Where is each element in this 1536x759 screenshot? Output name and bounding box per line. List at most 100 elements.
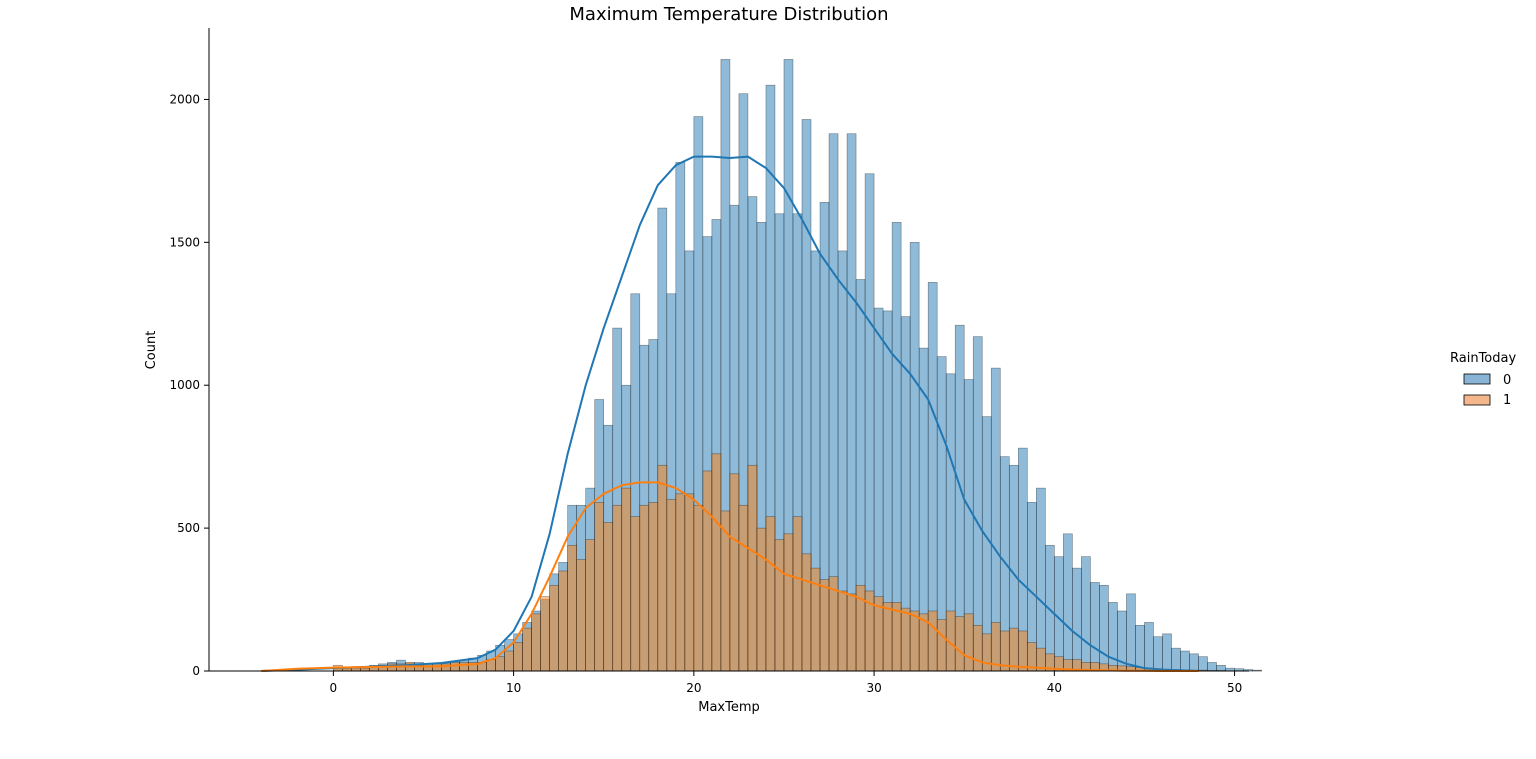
bar-series-1 [621, 487, 632, 672]
bar-series-0 [1198, 656, 1208, 672]
bar-series-0 [1135, 624, 1145, 672]
bar-series-1 [837, 590, 848, 672]
bar-series-1 [774, 539, 785, 672]
bar-series-1 [765, 516, 776, 672]
bar-series-1 [504, 650, 514, 672]
x-ticks: 0 10 20 30 40 50 [330, 671, 1242, 695]
x-tick-label: 30 [866, 681, 881, 695]
bar-series-1 [783, 533, 794, 672]
kde-layer [261, 155, 1199, 672]
x-tick-label: 0 [330, 681, 338, 695]
bar-series-1 [513, 642, 523, 672]
legend-label-0: 0 [1503, 373, 1511, 388]
x-tick-label: 10 [506, 681, 521, 695]
bar-series-1 [1017, 630, 1028, 672]
bar-series-0 [1126, 593, 1136, 672]
bar-series-1 [630, 516, 641, 672]
y-tick-label: 1000 [169, 378, 200, 392]
bar-series-1 [927, 610, 938, 672]
legend-swatch-1 [1463, 394, 1491, 406]
bar-series-1 [495, 656, 505, 672]
bar-series-1 [711, 453, 722, 672]
y-tick-label: 2000 [169, 92, 200, 106]
bar-series-1 [675, 493, 686, 672]
bar-series-0 [1063, 533, 1073, 672]
bar-series-1 [549, 584, 559, 672]
bars-layer [333, 59, 1262, 672]
bar-series-1 [882, 602, 893, 672]
bar-series-0 [846, 133, 857, 672]
chart-title: Maximum Temperature Distribution [569, 4, 888, 25]
bar-series-1 [657, 464, 668, 672]
bar-series-1 [891, 602, 902, 672]
bar-series-1 [1008, 627, 1019, 672]
bar-series-0 [1144, 622, 1154, 672]
bar-series-1 [639, 504, 650, 672]
bar-series-1 [738, 504, 749, 672]
bar-series-1 [909, 610, 920, 672]
bar-series-1 [558, 570, 568, 672]
bar-series-1 [981, 633, 992, 672]
x-tick-label: 50 [1227, 681, 1242, 695]
bar-series-1 [666, 499, 677, 672]
y-axis-label: Count [144, 331, 159, 370]
bar-series-0 [1090, 582, 1100, 672]
bar-series-1 [531, 613, 541, 672]
bar-series-0 [1153, 636, 1163, 672]
x-tick-label: 20 [686, 681, 701, 695]
bar-series-1 [702, 470, 713, 672]
bar-series-0 [1072, 567, 1082, 672]
legend-label-1: 1 [1503, 393, 1511, 408]
bar-series-1 [522, 627, 532, 672]
kde-line-series-0 [261, 155, 1199, 672]
bar-series-1 [684, 493, 695, 672]
y-tick-label: 0 [192, 664, 200, 678]
bar-series-1 [567, 544, 577, 672]
bar-series-1 [963, 613, 974, 672]
y-tick-label: 500 [177, 521, 200, 535]
bar-series-0 [972, 336, 983, 672]
bar-series-1 [900, 607, 911, 672]
bar-series-1 [801, 553, 812, 672]
bar-series-0 [1099, 584, 1109, 672]
legend-swatch-0 [1463, 373, 1491, 385]
bar-series-1 [972, 624, 983, 672]
bar-series-0 [1045, 544, 1055, 672]
bar-series-1 [612, 504, 623, 672]
legend: RainToday 0 1 [1450, 351, 1516, 408]
kde-line-series-1 [261, 481, 1199, 672]
bar-series-1 [747, 464, 758, 672]
y-tick-label: 1500 [169, 235, 200, 249]
bar-series-0 [1081, 556, 1091, 672]
bar-series-0 [909, 242, 920, 672]
bar-series-1 [594, 502, 605, 672]
bar-series-1 [450, 662, 460, 672]
bar-series-0 [1207, 662, 1217, 672]
bar-series-0 [981, 416, 992, 672]
bar-series-1 [693, 504, 704, 672]
bar-series-1 [819, 579, 830, 672]
bar-series-1 [585, 539, 596, 672]
bar-series-0 [1036, 487, 1046, 672]
bar-series-1 [648, 502, 659, 672]
bar-series-1 [792, 516, 803, 672]
x-tick-label: 40 [1047, 681, 1062, 695]
bar-series-1 [954, 616, 965, 672]
bar-series-1 [432, 663, 442, 672]
x-axis-label: MaxTemp [698, 700, 760, 715]
y-ticks: 0 500 1000 1500 2000 [169, 92, 209, 678]
bar-series-0 [1162, 633, 1172, 672]
legend-title: RainToday [1450, 351, 1516, 366]
bar-series-1 [576, 559, 587, 672]
bar-series-1 [729, 473, 740, 672]
bar-series-0 [1171, 647, 1181, 672]
bar-series-1 [936, 619, 947, 672]
bar-series-1 [540, 596, 550, 672]
bar-series-1 [756, 527, 767, 672]
bar-series-1 [603, 522, 614, 672]
bar-series-0 [1180, 650, 1190, 672]
bar-series-1 [846, 593, 857, 672]
bar-series-0 [1189, 653, 1199, 672]
